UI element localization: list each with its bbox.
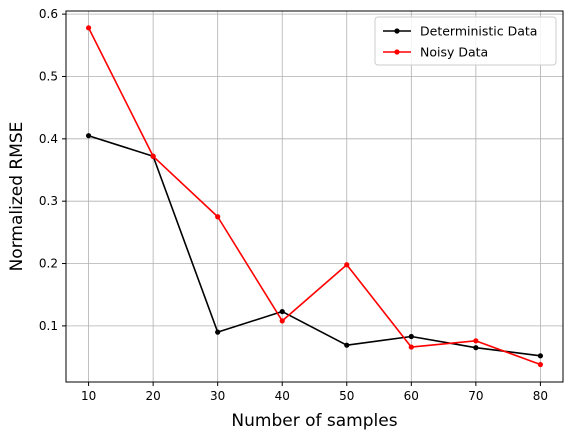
series-line xyxy=(87,27,541,366)
x-tick-label: 20 xyxy=(145,389,160,403)
x-tick-label: 80 xyxy=(533,389,548,403)
axis-ticks: 10 20 30 40 50 60 70 80 0.1 0.2 0.3 0.4 0.5 0.6 xyxy=(39,7,548,403)
legend-box xyxy=(374,16,557,66)
y-axis-label: Normalized RMSE xyxy=(7,122,27,272)
data-point xyxy=(537,353,544,359)
series-0 xyxy=(85,133,544,359)
data-point xyxy=(473,345,479,351)
grid xyxy=(66,11,563,382)
data-point xyxy=(408,344,414,350)
y-tick-label: 0.2 xyxy=(39,257,58,271)
data-point xyxy=(279,308,285,315)
data-point xyxy=(537,361,544,368)
x-axis-label: Number of samples xyxy=(231,411,397,431)
legend: Deterministic Data Noisy Data xyxy=(374,16,557,66)
y-tick-label: 0.6 xyxy=(39,7,58,21)
data-point xyxy=(344,342,350,348)
x-tick-label: 50 xyxy=(339,389,354,403)
y-tick-label: 0.1 xyxy=(39,319,58,333)
data-point xyxy=(408,333,414,340)
x-tick-label: 70 xyxy=(468,389,483,403)
data-point xyxy=(150,153,156,159)
y-tick-label: 0.5 xyxy=(39,69,58,83)
data-point xyxy=(473,338,479,344)
x-tick-label: 40 xyxy=(275,389,290,403)
legend-item: Deterministic Data xyxy=(383,24,537,39)
legend-swatch-marker xyxy=(394,49,400,55)
y-tick-label: 0.4 xyxy=(39,132,58,146)
legend-label: Noisy Data xyxy=(420,45,488,60)
series-1 xyxy=(85,25,544,368)
data-point xyxy=(344,262,350,268)
x-tick-label: 10 xyxy=(81,389,96,403)
data-point xyxy=(279,318,285,324)
data-point xyxy=(215,214,221,220)
y-tick-label: 0.3 xyxy=(39,194,58,208)
series-layer xyxy=(85,25,544,368)
data-point xyxy=(85,133,92,139)
legend-swatch-marker xyxy=(394,28,400,34)
plot-frame xyxy=(65,10,564,383)
legend-item: Noisy Data xyxy=(383,45,488,60)
legend-label: Deterministic Data xyxy=(420,24,537,39)
x-tick-label: 60 xyxy=(404,389,419,403)
series-line xyxy=(88,134,541,357)
x-tick-label: 30 xyxy=(210,389,225,403)
data-point xyxy=(85,25,92,31)
data-point xyxy=(215,329,221,335)
